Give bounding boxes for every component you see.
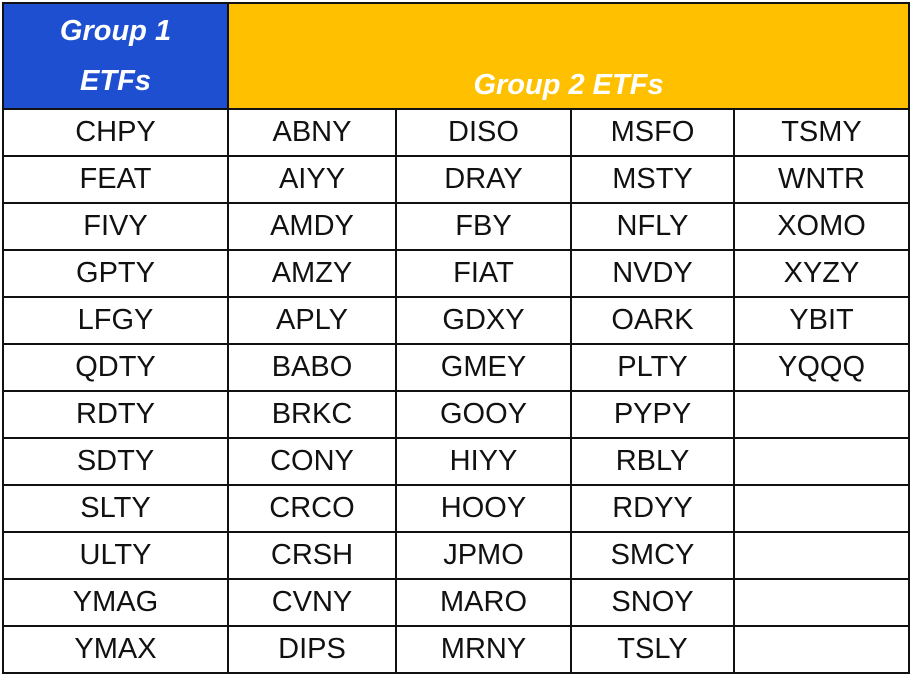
row: SDTY CONY HIYY RBLY — [2, 437, 911, 486]
cell: HIYY — [395, 437, 572, 486]
cell: SLTY — [2, 484, 229, 533]
etf-table: Group 1 ETFs Group 2 ETFs CHPY ABNY DISO MS… — [2, 2, 911, 674]
group2-header: Group 2 ETFs — [226, 2, 911, 110]
cell: JPMO — [395, 531, 572, 580]
cell: TSMY — [732, 108, 911, 157]
cell: XOMO — [732, 202, 911, 251]
row: ULTY CRSH JPMO SMCY — [2, 531, 911, 580]
cell: MRNY — [395, 625, 572, 674]
cell: GPTY — [2, 249, 229, 298]
cell: APLY — [227, 296, 397, 345]
cell: QDTY — [2, 343, 229, 392]
cell: GDXY — [395, 296, 572, 345]
cell: NVDY — [570, 249, 735, 298]
cell: YBIT — [732, 296, 911, 345]
cell: CRSH — [227, 531, 397, 580]
cell — [732, 578, 911, 627]
cell: YQQQ — [732, 343, 911, 392]
cell: LFGY — [2, 296, 229, 345]
cell: YMAX — [2, 625, 229, 674]
cell: BRKC — [227, 390, 397, 439]
cell: MSTY — [570, 155, 735, 204]
group1-header: Group 1 ETFs — [2, 2, 229, 110]
cell: MSFO — [570, 108, 735, 157]
cell: ABNY — [227, 108, 397, 157]
cell: YMAG — [2, 578, 229, 627]
row: RDTY BRKC GOOY PYPY — [2, 390, 911, 439]
cell: CONY — [227, 437, 397, 486]
row: YMAG CVNY MARO SNOY — [2, 578, 911, 627]
cell: RDYY — [570, 484, 735, 533]
cell — [732, 625, 911, 674]
cell: DISO — [395, 108, 572, 157]
cell: FEAT — [2, 155, 229, 204]
cell: FIVY — [2, 202, 229, 251]
row: GPTY AMZY FIAT NVDY XYZY — [2, 249, 911, 298]
cell — [732, 390, 911, 439]
cell: RDTY — [2, 390, 229, 439]
cell: FBY — [395, 202, 572, 251]
cell: SDTY — [2, 437, 229, 486]
cell: BABO — [227, 343, 397, 392]
cell: NFLY — [570, 202, 735, 251]
cell: AMZY — [227, 249, 397, 298]
cell: CRCO — [227, 484, 397, 533]
cell: GOOY — [395, 390, 572, 439]
cell: XYZY — [732, 249, 911, 298]
row: FEAT AIYY DRAY MSTY WNTR — [2, 155, 911, 204]
cell: PYPY — [570, 390, 735, 439]
row: CHPY ABNY DISO MSFO TSMY — [2, 108, 911, 157]
cell: GMEY — [395, 343, 572, 392]
header-row: Group 1 ETFs Group 2 ETFs — [2, 2, 911, 110]
cell: SMCY — [570, 531, 735, 580]
row: QDTY BABO GMEY PLTY YQQQ — [2, 343, 911, 392]
cell: SNOY — [570, 578, 735, 627]
cell: ULTY — [2, 531, 229, 580]
row: SLTY CRCO HOOY RDYY — [2, 484, 911, 533]
cell — [732, 437, 911, 486]
cell: FIAT — [395, 249, 572, 298]
cell: OARK — [570, 296, 735, 345]
cell: PLTY — [570, 343, 735, 392]
table-header: Group 1 ETFs Group 2 ETFs — [2, 2, 911, 110]
cell: AIYY — [227, 155, 397, 204]
cell: CHPY — [2, 108, 229, 157]
row: YMAX DIPS MRNY TSLY — [2, 625, 911, 674]
cell — [732, 531, 911, 580]
cell: WNTR — [732, 155, 911, 204]
cell: MARO — [395, 578, 572, 627]
cell: RBLY — [570, 437, 735, 486]
cell: DIPS — [227, 625, 397, 674]
row: FIVY AMDY FBY NFLY XOMO — [2, 202, 911, 251]
cell: CVNY — [227, 578, 397, 627]
row: LFGY APLY GDXY OARK YBIT — [2, 296, 911, 345]
cell: AMDY — [227, 202, 397, 251]
cell: DRAY — [395, 155, 572, 204]
cell: HOOY — [395, 484, 572, 533]
group1-title: Group 1 ETFs — [59, 15, 172, 97]
table-body: CHPY ABNY DISO MSFO TSMY FEAT AIYY DRAY MSTY WNTR… — [2, 108, 911, 674]
cell: TSLY — [570, 625, 735, 674]
cell — [732, 484, 911, 533]
